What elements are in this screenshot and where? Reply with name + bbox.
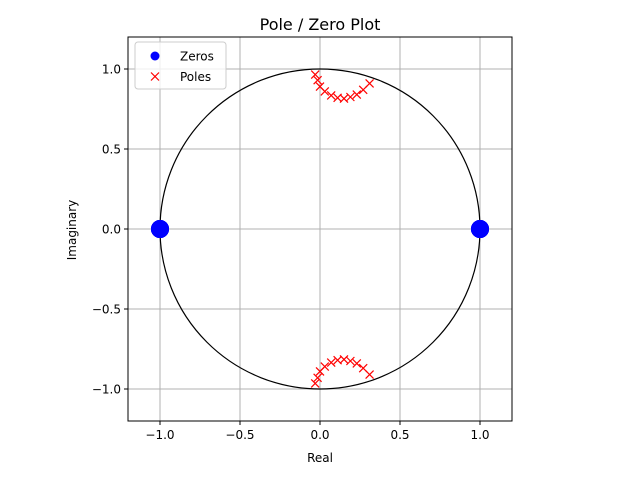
pole-marker [320,362,330,372]
x-tick-label: 1.0 [470,428,489,442]
axis-ticks: −1.0 −0.5 0.0 0.5 1.0 −1.0 −0.5 0.0 0.5 1.0 [92,63,490,443]
pole-marker [352,358,362,368]
pole-marker [313,373,323,383]
y-tick-label: −1.0 [92,383,121,397]
grid-lines [128,37,512,421]
x-axis-label: Real [307,451,333,465]
x-tick-label: −0.5 [225,428,254,442]
pole-marker [320,86,330,96]
pole-marker [310,70,320,80]
pole-marker [310,378,320,388]
x-tick-label: 0.5 [390,428,409,442]
zero-marker [151,220,169,238]
pole-marker [326,90,336,100]
y-tick-label: 0.5 [102,143,121,157]
chart-title: Pole / Zero Plot [260,15,381,34]
x-tick-label: 0.0 [310,428,329,442]
legend: Zeros Poles [134,41,227,90]
pole-marker [365,370,375,380]
x-tick-label: −1.0 [145,428,174,442]
pole-marker [313,75,323,85]
y-tick-label: −0.5 [92,303,121,317]
y-tick-label: 1.0 [102,63,121,77]
data-markers [151,70,489,388]
pole-marker [352,90,362,100]
zero-marker [471,220,489,238]
pole-marker [339,94,349,104]
pole-marker [345,92,355,102]
y-axis-label: Imaginary [65,200,79,261]
y-tick-label: 0.0 [102,223,121,237]
pole-marker [326,358,336,368]
legend-poles-marker [150,72,160,81]
legend-zeros-marker [150,51,160,61]
legend-zeros-label: Zeros [180,50,214,64]
legend-poles-label: Poles [180,70,211,84]
pole-marker [345,356,355,366]
pole-marker [365,78,375,88]
